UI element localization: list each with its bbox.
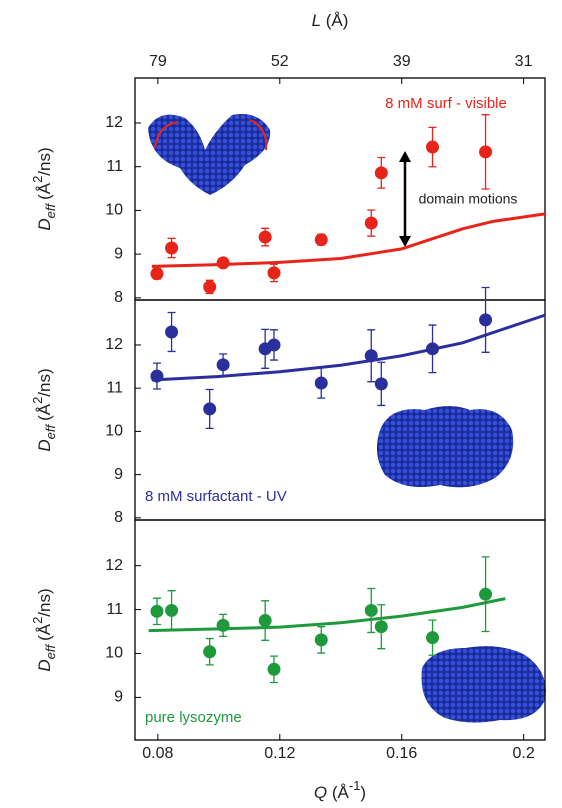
fit-line xyxy=(151,313,546,382)
x-tick-label: 0.16 xyxy=(386,745,417,762)
y-tick-label: 10 xyxy=(105,645,123,662)
panel-frame xyxy=(134,519,546,741)
y-label-part: (Å xyxy=(35,182,54,200)
x-tick-label: 0.2 xyxy=(513,745,535,762)
y-tick-label: 10 xyxy=(105,202,123,219)
series-label: pure lysozyme xyxy=(145,709,242,726)
point xyxy=(165,241,179,255)
point xyxy=(479,587,493,601)
point xyxy=(374,166,388,180)
y-label-part: eff xyxy=(43,203,58,219)
point xyxy=(374,620,388,634)
point xyxy=(267,266,281,280)
point xyxy=(216,256,230,270)
point xyxy=(364,603,378,617)
y-tick-label: 8 xyxy=(114,289,123,306)
y-label-part: (Å xyxy=(35,623,54,641)
y-label-part: 2 xyxy=(30,617,45,624)
y-label-part: 2 xyxy=(30,397,45,404)
fit-line xyxy=(151,212,546,268)
point xyxy=(203,280,217,294)
point xyxy=(314,633,328,647)
x-tick-label: 0.08 xyxy=(142,745,173,762)
point xyxy=(364,216,378,230)
x-axis-label: Q (Å-1) xyxy=(314,778,366,802)
y-label-part: /ns) xyxy=(35,147,54,175)
y-label-part: D xyxy=(35,659,54,671)
point xyxy=(374,377,388,391)
y-label-part: D xyxy=(35,439,54,451)
point xyxy=(267,662,281,676)
point xyxy=(479,145,493,159)
fit-line xyxy=(148,597,506,633)
y-label-part: eff xyxy=(43,424,58,440)
y-axis-label: Deff (Å2/ns) xyxy=(30,588,58,671)
x-label-part: -1 xyxy=(349,778,361,793)
top-tick-label: 31 xyxy=(515,53,533,70)
protein-closed xyxy=(376,406,514,488)
point xyxy=(203,402,217,416)
top-axis-label: L (Å) xyxy=(312,11,349,30)
series-label: 8 mM surfactant - UV xyxy=(145,488,287,505)
point xyxy=(426,631,440,645)
y-label-part: /ns) xyxy=(35,368,54,396)
y-label-part: eff xyxy=(43,644,58,660)
y-tick-label: 10 xyxy=(105,423,123,440)
point xyxy=(203,645,217,659)
top-tick-label: 39 xyxy=(393,53,411,70)
y-tick-label: 11 xyxy=(106,379,123,396)
point xyxy=(267,338,281,352)
annotation: domain motions xyxy=(419,191,518,207)
protein-native xyxy=(421,646,546,723)
y-tick-label: 12 xyxy=(105,336,123,353)
y-axis-label: Deff (Å2/ns) xyxy=(30,368,58,451)
point xyxy=(258,230,272,244)
y-tick-label: 11 xyxy=(106,601,123,618)
point xyxy=(150,604,164,618)
top-label-part: L xyxy=(312,11,321,30)
point xyxy=(314,376,328,390)
x-label-part: Q xyxy=(314,783,327,802)
y-label-part: (Å xyxy=(35,403,54,421)
y-tick-label: 8 xyxy=(114,509,123,526)
y-label-part: 2 xyxy=(30,176,45,183)
point xyxy=(426,140,440,154)
protein-open xyxy=(148,114,271,195)
y-tick-label: 12 xyxy=(105,557,123,574)
point xyxy=(216,358,230,372)
x-tick-label: 0.12 xyxy=(264,745,295,762)
top-label-part: (Å) xyxy=(321,11,348,30)
y-tick-label: 11 xyxy=(106,158,123,175)
y-label-part: /ns) xyxy=(35,588,54,616)
point xyxy=(479,313,493,327)
y-label-part: D xyxy=(35,218,54,230)
x-label-part: ) xyxy=(360,783,366,802)
point xyxy=(258,614,272,628)
double-arrow xyxy=(399,151,411,247)
point xyxy=(150,267,164,281)
y-tick-label: 9 xyxy=(114,245,123,262)
top-tick-label: 79 xyxy=(149,53,167,70)
point xyxy=(165,325,179,339)
y-tick-label: 12 xyxy=(105,114,123,131)
y-tick-label: 9 xyxy=(114,689,123,706)
y-axis-label: Deff (Å2/ns) xyxy=(30,147,58,230)
point xyxy=(314,233,328,247)
point xyxy=(165,603,179,617)
series-label: 8 mM surf - visible xyxy=(385,95,507,112)
top-tick-label: 52 xyxy=(271,53,289,70)
x-label-part: (Å xyxy=(327,783,349,802)
y-tick-label: 9 xyxy=(114,466,123,483)
